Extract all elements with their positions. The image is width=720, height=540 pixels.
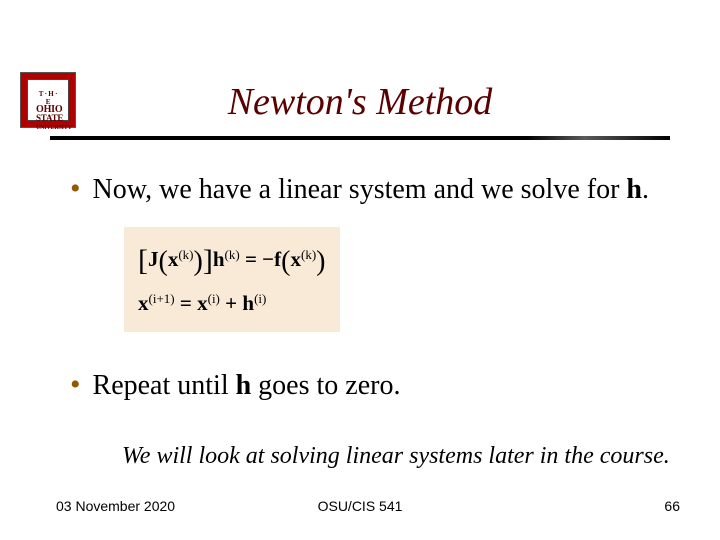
footer-page: 66 (664, 498, 680, 514)
bullet-2-pre: Repeat until (93, 370, 236, 401)
slide: T · H · E OHIO STATE UNIVERSITY Newton's… (0, 0, 720, 540)
eq1-x2: x (290, 247, 301, 271)
eq1-rparen1: ) (194, 238, 203, 286)
eq2-sup-i1: (i+1) (149, 291, 175, 306)
logo-line-3: STATE (36, 113, 63, 123)
bullet-dot-icon: • (70, 172, 81, 205)
eq1-h: h (213, 247, 225, 271)
bullet-2-post: goes to zero. (251, 370, 400, 401)
eq1-f: f (274, 247, 281, 271)
equation-line-1: [J(x(k))]h(k) = −f(x(k)) (138, 235, 326, 286)
bullet-1-pre: Now, we have a linear system and we solv… (93, 174, 627, 205)
eq2-eq: = (175, 291, 197, 315)
eq2-x1: x (138, 291, 149, 315)
bullet-1-text: Now, we have a linear system and we solv… (93, 172, 670, 207)
eq2-x2: x (197, 291, 208, 315)
bullet-1-post: . (642, 174, 649, 205)
eq1-lparen1: ( (159, 238, 168, 286)
bullet-1-bold: h (626, 174, 642, 205)
equation-line-2: x(i+1) = x(i) + h(i) (138, 286, 326, 322)
eq2-sup-i3: (i) (254, 291, 266, 306)
eq1-rparen2: ) (316, 238, 325, 286)
logo-inner: T · H · E OHIO STATE UNIVERSITY (27, 79, 69, 121)
logo-text: T · H · E OHIO STATE UNIVERSITY (36, 90, 60, 132)
bullet-2-bold: h (236, 370, 252, 401)
footer-center: OSU/CIS 541 (318, 498, 403, 514)
eq1-J: J (148, 247, 159, 271)
eq1-sup-k1: (k) (178, 247, 193, 262)
footer: 03 November 2020 OSU/CIS 541 66 (0, 498, 720, 514)
eq2-h: h (242, 291, 254, 315)
eq1-rbracket: ] (203, 235, 213, 286)
title-divider (50, 136, 670, 142)
bullet-dot-icon: • (70, 368, 81, 401)
note-text: We will look at solving linear systems l… (70, 443, 670, 470)
eq1-sup-k2: (k) (225, 247, 240, 262)
divider-fade (527, 136, 670, 140)
logo-line-4: UNIVERSITY (36, 125, 72, 131)
footer-date: 03 November 2020 (56, 498, 175, 514)
content: • Now, we have a linear system and we so… (50, 172, 670, 470)
logo-outer: T · H · E OHIO STATE UNIVERSITY (20, 72, 76, 128)
eq1-eq: = − (240, 247, 274, 271)
eq1-x1: x (168, 247, 179, 271)
bullet-1: • Now, we have a linear system and we so… (70, 172, 670, 207)
bullet-2: • Repeat until h goes to zero. (70, 368, 670, 403)
slide-title: Newton's Method (50, 80, 670, 124)
equation-block: [J(x(k))]h(k) = −f(x(k)) x(i+1) = x(i) +… (124, 227, 340, 332)
bullet-2-text: Repeat until h goes to zero. (93, 368, 670, 403)
eq2-sup-i2: (i) (208, 291, 220, 306)
eq1-lbracket: [ (138, 235, 148, 286)
eq2-plus: + (220, 291, 242, 315)
eq1-sup-k3: (k) (301, 247, 316, 262)
osu-logo: T · H · E OHIO STATE UNIVERSITY (20, 72, 76, 128)
